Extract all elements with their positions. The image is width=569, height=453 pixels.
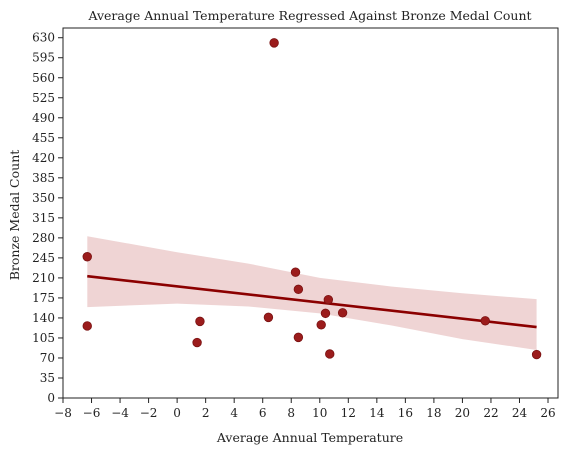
data-point [323, 294, 334, 305]
x-tick-label: 8 [287, 406, 295, 420]
x-tick-label: 0 [173, 406, 181, 420]
data-points [82, 38, 542, 360]
data-point [316, 320, 326, 330]
y-tick-label: 175 [32, 291, 55, 305]
chart-title: Average Annual Temperature Regressed Aga… [87, 8, 531, 23]
data-point [325, 349, 335, 359]
confidence-band [87, 236, 537, 350]
x-tick-label: 16 [398, 406, 413, 420]
y-tick-label: 140 [32, 311, 55, 325]
x-tick-label: 18 [426, 406, 441, 420]
y-tick-label: 70 [40, 351, 55, 365]
data-point [293, 332, 304, 343]
y-tick-label: 350 [32, 191, 55, 205]
x-tick-label: −8 [54, 406, 72, 420]
y-tick-label: 560 [32, 71, 55, 85]
data-point [531, 349, 542, 360]
x-axis: −8 −6 −4 −2 0 2 4 6 8 10 12 14 16 18 20 22 24 26 [54, 398, 556, 420]
x-tick-label: 20 [455, 406, 470, 420]
regression-line-layer [87, 274, 537, 329]
y-tick-label: 245 [32, 251, 55, 265]
x-tick-label: 26 [540, 406, 555, 420]
x-tick-label: 10 [312, 406, 327, 420]
data-point [320, 308, 331, 319]
y-tick-label: 210 [32, 271, 55, 285]
y-tick-label: 315 [32, 211, 55, 225]
data-point [82, 321, 92, 331]
y-axis-title: Bronze Medal Count [7, 150, 22, 281]
x-tick-label: 22 [483, 406, 498, 420]
x-axis-title: Average Annual Temperature [216, 430, 403, 445]
x-tick-label: 24 [512, 406, 528, 420]
y-tick-label: 385 [32, 171, 55, 185]
y-tick-label: 35 [40, 371, 55, 385]
x-tick-label: −6 [83, 406, 101, 420]
x-tick-label: 4 [230, 406, 238, 420]
y-tick-label: 455 [32, 131, 55, 145]
data-point [263, 312, 274, 323]
regression-line [87, 274, 537, 329]
y-tick-label: 630 [32, 31, 55, 45]
y-tick-label: 0 [47, 391, 55, 405]
data-point [195, 316, 205, 327]
x-tick-label: −2 [140, 406, 158, 420]
y-tick-label: 420 [32, 151, 55, 165]
y-tick-label: 525 [32, 91, 55, 105]
data-point [82, 252, 92, 262]
plot-frame [62, 27, 559, 399]
y-tick-label: 490 [32, 111, 55, 125]
y-tick-label: 105 [32, 331, 55, 345]
data-point [337, 308, 348, 318]
data-point [293, 284, 304, 295]
data-point [290, 267, 301, 277]
data-point [269, 38, 279, 48]
x-tick-label: 2 [202, 406, 210, 420]
confidence-band-layer [87, 236, 537, 350]
x-tick-label: 6 [259, 406, 267, 420]
data-point [192, 337, 202, 348]
y-tick-label: 595 [32, 51, 55, 65]
x-tick-label: 14 [369, 406, 385, 420]
x-tick-label: 12 [341, 406, 356, 420]
data-point [480, 316, 490, 326]
y-tick-label: 280 [32, 231, 55, 245]
x-tick-label: −4 [111, 406, 129, 420]
y-axis: 0 35 70 105 140 175 210 245 280 315 350 385 420 455 49… [32, 31, 63, 405]
